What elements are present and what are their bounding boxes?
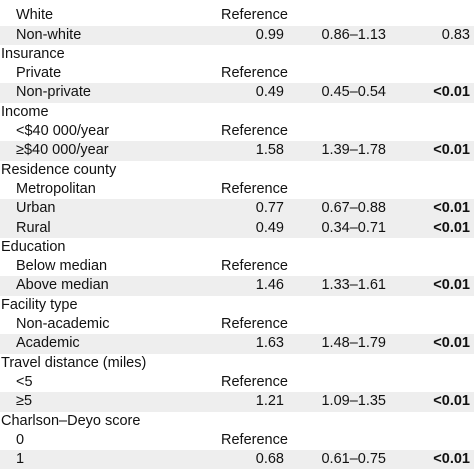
table-row: Above median 1.46 1.33–1.61 <0.01 <box>0 276 474 296</box>
odds-ratio: Reference <box>221 431 288 448</box>
odds-ratio: 0.49 <box>255 219 284 236</box>
table-row: 1 0.68 0.61–0.75 <0.01 <box>0 450 474 470</box>
odds-ratio: 1.58 <box>255 142 284 159</box>
odds-ratio: 1.63 <box>255 335 284 352</box>
group-header-row: Insurance <box>0 45 474 64</box>
group-header: Residence county <box>1 161 117 178</box>
confidence-interval: 0.86–1.13 <box>321 26 386 43</box>
table-row: Urban 0.77 0.67–0.88 <0.01 <box>0 199 474 219</box>
group-header-row: Income <box>0 103 474 122</box>
group-header: Travel distance (miles) <box>1 354 147 371</box>
row-label: Below median <box>16 258 108 275</box>
row-label: Above median <box>16 277 109 294</box>
p-value: <0.01 <box>433 200 470 217</box>
table-row: 0 Reference <box>0 430 474 451</box>
row-label: 0 <box>16 431 25 448</box>
odds-ratio: 1.21 <box>255 393 284 410</box>
group-header-row: Education <box>0 238 474 257</box>
confidence-interval: 1.39–1.78 <box>321 142 386 159</box>
odds-ratio: 0.99 <box>255 26 284 43</box>
group-header-row: Charlson–Deyo score <box>0 412 474 431</box>
row-label: 1 <box>16 451 25 468</box>
group-header: Education <box>1 238 66 255</box>
group-header-row: Race <box>0 0 474 6</box>
odds-ratio: Reference <box>221 65 288 82</box>
odds-ratio: Reference <box>221 258 288 275</box>
confidence-interval: 1.33–1.61 <box>321 277 386 294</box>
confidence-interval: 0.67–0.88 <box>321 200 386 217</box>
odds-ratio: Reference <box>221 123 288 140</box>
group-header: Facility type <box>1 296 78 313</box>
table-row: Rural 0.49 0.34–0.71 <0.01 <box>0 218 474 238</box>
row-label: Academic <box>16 335 80 352</box>
table-row: White Reference <box>0 6 474 26</box>
row-label: ≥$40 000/year <box>16 142 109 159</box>
table-row: <$40 000/year Reference <box>0 122 474 142</box>
table-row: ≥$40 000/year 1.58 1.39–1.78 <0.01 <box>0 141 474 161</box>
p-value: <0.01 <box>433 277 470 294</box>
odds-ratio: Reference <box>221 373 288 390</box>
table-row: Below median Reference <box>0 257 474 277</box>
p-value: <0.01 <box>433 451 470 468</box>
p-value: <0.01 <box>433 142 470 159</box>
odds-ratio: 1.46 <box>255 277 284 294</box>
row-label: White <box>16 7 54 24</box>
table-row: Private Reference <box>0 64 474 84</box>
table-row: Non-white 0.99 0.86–1.13 0.83 <box>0 25 474 45</box>
row-label: Rural <box>16 219 51 236</box>
group-header-row: Residence county <box>0 161 474 180</box>
odds-ratio: Reference <box>221 316 288 333</box>
group-header: Income <box>1 103 49 120</box>
table-row: <5 Reference <box>0 372 474 393</box>
row-label: Private <box>16 65 62 82</box>
row-label: Non-academic <box>16 316 110 333</box>
table-row: Academic 1.63 1.48–1.79 <0.01 <box>0 334 474 354</box>
confidence-interval: 0.34–0.71 <box>321 219 386 236</box>
row-label: <5 <box>16 373 33 390</box>
group-header-row: Facility type <box>0 296 474 315</box>
row-label: Urban <box>16 200 56 217</box>
group-header: Charlson–Deyo score <box>1 412 141 429</box>
confidence-interval: 0.61–0.75 <box>321 451 386 468</box>
p-value: <0.01 <box>433 393 470 410</box>
p-value: 0.83 <box>441 26 470 43</box>
table-row: Metropolitan Reference <box>0 179 474 200</box>
odds-ratio: Reference <box>221 180 288 197</box>
row-label: Metropolitan <box>16 180 96 197</box>
row-label: <$40 000/year <box>16 123 110 140</box>
row-label: Non-white <box>16 26 82 43</box>
odds-ratio: 0.77 <box>255 200 284 217</box>
p-value: <0.01 <box>433 335 470 352</box>
row-label: ≥5 <box>16 393 33 410</box>
table-row: Non-academic Reference <box>0 315 474 335</box>
confidence-interval: 0.45–0.54 <box>321 84 386 101</box>
odds-ratio: Reference <box>221 7 288 24</box>
row-label: Non-private <box>16 84 91 101</box>
odds-ratio: 0.49 <box>255 84 284 101</box>
confidence-interval: 1.09–1.35 <box>321 393 386 410</box>
table-row: ≥5 1.21 1.09–1.35 <0.01 <box>0 392 474 412</box>
p-value: <0.01 <box>433 84 470 101</box>
p-value: <0.01 <box>433 219 470 236</box>
confidence-interval: 1.48–1.79 <box>321 335 386 352</box>
table-row: Non-private 0.49 0.45–0.54 <0.01 <box>0 83 474 103</box>
group-header: Insurance <box>1 45 65 62</box>
group-header: Race <box>1 0 35 6</box>
group-header-row: Travel distance (miles) <box>0 354 474 373</box>
odds-ratio: 0.68 <box>255 451 284 468</box>
